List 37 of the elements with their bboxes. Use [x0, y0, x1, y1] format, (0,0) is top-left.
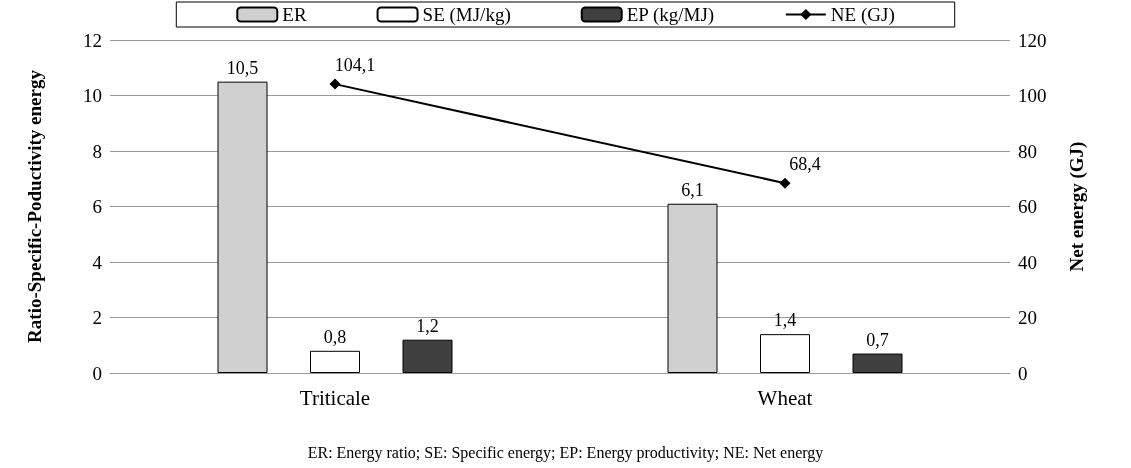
y2-tick-label: 80	[1018, 140, 1037, 162]
legend-label: NE (GJ)	[830, 4, 895, 26]
y-tick-label: 12	[83, 29, 102, 51]
y-tick-label: 0	[92, 362, 102, 384]
y-tick-label: 2	[92, 307, 102, 328]
data-label: 10,5	[226, 57, 259, 78]
y-tick-label: 10	[83, 85, 102, 106]
y-tick-label: 4	[92, 251, 103, 273]
y2-tick-label: 40	[1018, 251, 1037, 273]
data-label: 0,8	[323, 326, 347, 347]
y2-axis-title: Net energy (GJ)	[1065, 141, 1088, 272]
x-tick-label: Wheat	[757, 385, 813, 410]
y-axis-title: Ratio-Specific-Poductivity energy	[23, 69, 45, 343]
data-label: 68,4	[789, 153, 821, 174]
y2-tick-label: 0	[1018, 362, 1028, 384]
bar	[760, 334, 810, 373]
data-label: 1,4	[773, 310, 797, 331]
bar	[217, 81, 268, 373]
y-tick-label: 8	[92, 140, 102, 162]
x-tick-label: Triticale	[299, 385, 371, 410]
bar	[852, 353, 903, 373]
y2-tick-label: 20	[1018, 307, 1037, 328]
legend-label: EP (kg/MJ)	[626, 4, 715, 26]
legend-label: SE (MJ/kg)	[422, 4, 511, 26]
y-tick-label: 6	[92, 196, 102, 217]
bar	[402, 339, 453, 373]
y2-tick-label: 120	[1018, 29, 1047, 51]
y2-tick-label: 100	[1018, 85, 1047, 106]
data-label: 6,1	[681, 179, 704, 200]
bar	[667, 203, 718, 373]
data-label: 1,2	[416, 315, 439, 336]
text: ER: Energy ratio; SE: Specific energy; EP: Energy productivity; NE: Net energy	[307, 443, 824, 462]
bar	[310, 350, 360, 373]
data-label: 104,1	[334, 54, 376, 75]
y2-tick-label: 60	[1018, 196, 1037, 217]
data-label: 0,7	[866, 329, 889, 350]
legend-label: ER	[282, 4, 307, 25]
